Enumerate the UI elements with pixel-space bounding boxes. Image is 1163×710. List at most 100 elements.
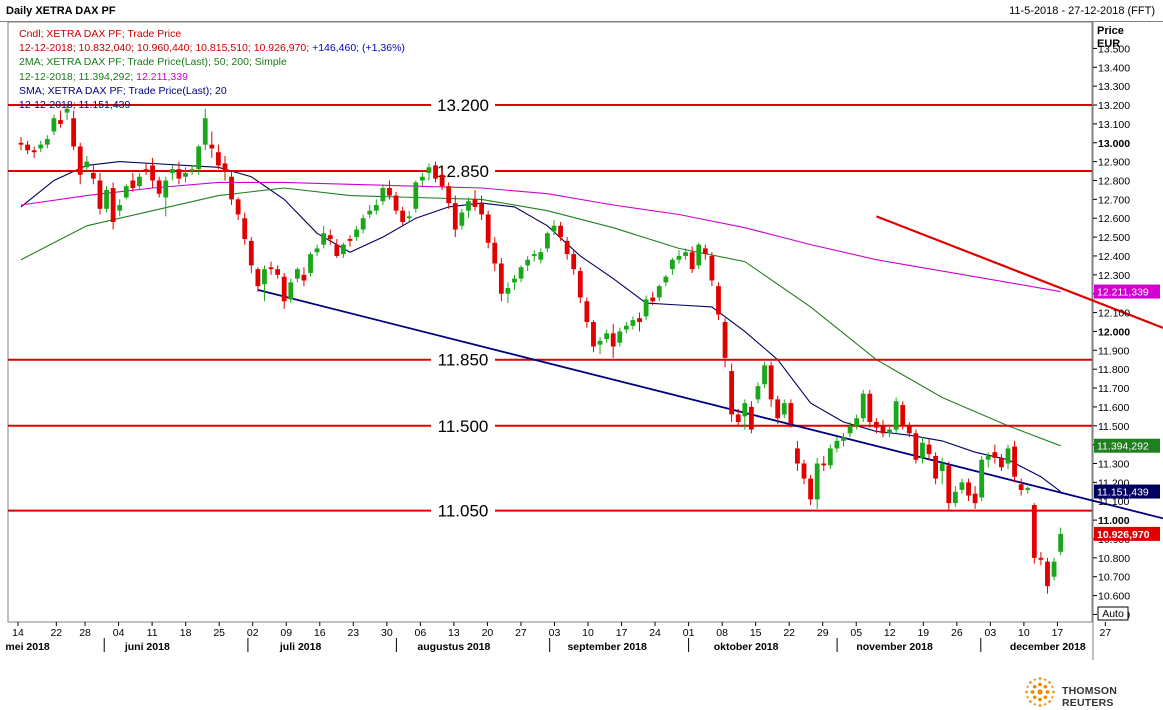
candle-body	[341, 244, 346, 255]
x-tick-label: 24	[649, 627, 661, 639]
candle-body	[281, 276, 287, 302]
candle-body	[663, 276, 669, 283]
candle-body	[459, 212, 465, 226]
candle-body	[387, 188, 392, 196]
legend-ma200-value: 12.211,339	[136, 70, 188, 83]
candle-body	[156, 180, 162, 194]
auto-scale-button[interactable]	[1097, 606, 1129, 621]
price-axis-unit: EUR	[1097, 38, 1120, 50]
y-tick-label: 12.300	[1098, 270, 1130, 282]
x-tick-label: 25	[213, 627, 225, 639]
level-label: 11.850	[438, 351, 489, 370]
candle-body	[670, 259, 675, 270]
trendline-support	[257, 289, 1163, 520]
candle-body	[202, 118, 208, 145]
candle-body	[354, 229, 359, 238]
y-tick-label: 12.500	[1098, 232, 1130, 244]
candle-body	[518, 267, 524, 279]
y-tick-label: 11.300	[1098, 459, 1129, 471]
candle-body	[84, 161, 90, 168]
candle-body	[1051, 561, 1057, 577]
candle-body	[643, 299, 649, 317]
candle-body	[77, 146, 83, 175]
value-tags: 12.211,339 11.394,292 11.151,439 10.926,970	[1094, 284, 1160, 541]
candle-body	[788, 403, 794, 424]
candle-body	[591, 322, 596, 347]
candle-body	[985, 455, 991, 460]
candle-body	[216, 152, 221, 166]
candle-body	[564, 240, 570, 255]
candle-body	[446, 186, 452, 204]
y-tick-label: 12.900	[1098, 157, 1130, 169]
level-label-bg	[431, 161, 495, 182]
y-tick-label: 10.700	[1098, 572, 1130, 584]
value-tag-ma50	[1094, 438, 1160, 453]
candle-body	[702, 248, 708, 255]
legend-candle-ohlc: 12-12-2018; 10.832,040; 10.960,440; 10.8…	[19, 42, 310, 55]
x-tick-label: 30	[381, 627, 393, 639]
candle-body	[696, 244, 702, 266]
month-label: oktober 2018	[714, 641, 779, 653]
value-tag-sma20	[1094, 484, 1160, 499]
candle-body	[683, 252, 688, 256]
x-tick-label: 17	[616, 627, 628, 639]
candle-body	[538, 252, 544, 260]
x-tick-label: 14	[12, 627, 24, 639]
x-tick-label: 17	[1052, 627, 1064, 639]
candle-body	[367, 210, 373, 215]
candle-body	[1005, 448, 1011, 464]
month-label: juni 2018	[124, 641, 170, 653]
y-tick-label: 13.300	[1098, 81, 1130, 93]
candle-body	[880, 425, 886, 434]
candle-body	[150, 165, 155, 181]
candle-body	[959, 482, 965, 490]
candle-body	[577, 271, 583, 298]
y-tick-label: 12.600	[1098, 213, 1130, 225]
candle-body	[939, 463, 945, 472]
candle-body	[255, 269, 261, 287]
plot-area[interactable]	[7, 22, 1093, 623]
candle-body	[1025, 488, 1031, 490]
candle-body	[25, 144, 30, 151]
series-line-ma50	[20, 187, 1061, 447]
candle-body	[492, 242, 498, 264]
candle-body	[90, 172, 96, 179]
candle-body	[294, 269, 300, 279]
candle-body	[893, 401, 899, 430]
candle-body	[1038, 557, 1044, 560]
candle-body	[44, 138, 50, 145]
value-tag-label: 12.211,339	[1097, 287, 1149, 299]
candle-body	[268, 267, 274, 270]
y-tick-label: 13.000	[1098, 138, 1130, 150]
candle-body	[748, 406, 754, 430]
candle-body	[992, 452, 998, 458]
candle-body	[676, 255, 682, 260]
candle-body	[650, 297, 656, 302]
x-tick-label: 28	[79, 627, 91, 639]
candle-body	[498, 263, 504, 294]
level-label-bg	[431, 500, 495, 521]
candle-body	[426, 167, 432, 173]
candle-body	[110, 188, 116, 222]
x-tick-label: 01	[683, 627, 695, 639]
price-chart[interactable]: Price EUR 13.200 12.850 11.850 11.500 11.050…	[0, 22, 1163, 670]
y-tick-label: 11.700	[1098, 383, 1129, 395]
candle-body	[755, 386, 761, 400]
candle-body	[979, 459, 985, 498]
candle-body	[716, 286, 721, 315]
candle-body	[906, 425, 912, 434]
level-label: 11.050	[438, 502, 489, 521]
candle-body	[485, 214, 491, 243]
candle-body	[545, 233, 550, 249]
x-tick-label: 11	[147, 627, 158, 639]
candle-body	[38, 144, 44, 149]
candle-body	[169, 169, 175, 173]
thomson-reuters-logo-icon	[1025, 677, 1055, 707]
value-tag-label: 11.151,439	[1097, 487, 1149, 499]
y-tick-label: 11.000	[1098, 515, 1130, 527]
candle-body	[814, 463, 820, 500]
y-tick-label: 11.900	[1098, 345, 1129, 357]
x-tick-label: 08	[716, 627, 728, 639]
candle-body	[275, 269, 281, 275]
trendline-resistance	[876, 215, 1163, 330]
